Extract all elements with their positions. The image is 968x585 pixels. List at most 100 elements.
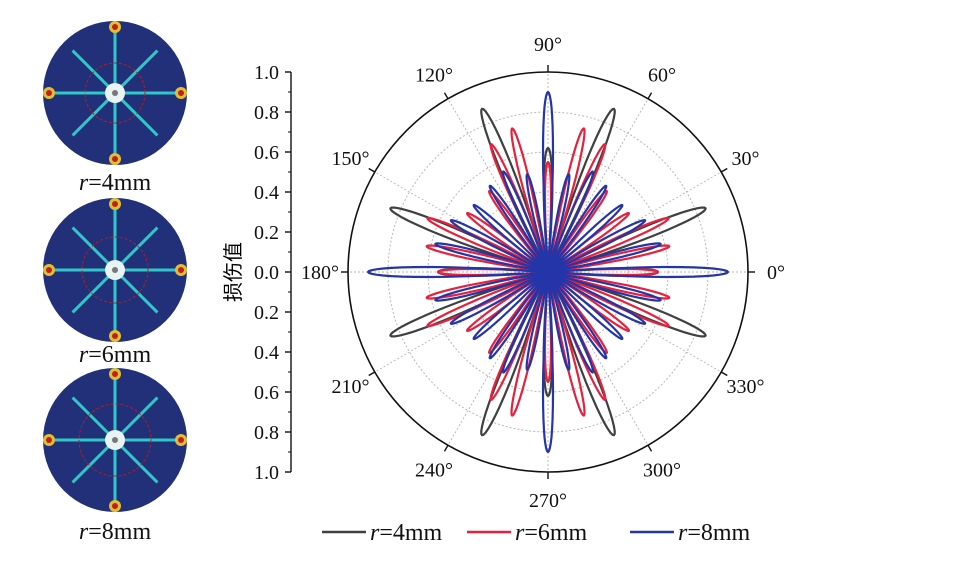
thumb-crack: [71, 226, 117, 272]
petal: [488, 270, 550, 354]
petal: [489, 270, 550, 401]
angle-label: 150°: [332, 148, 370, 170]
petal: [546, 270, 647, 325]
thumb-hotspot-core: [112, 371, 118, 377]
thumb-graphic: [43, 198, 187, 342]
thumb-hotspot-core: [112, 503, 118, 509]
petal: [466, 212, 550, 274]
petal: [546, 270, 630, 332]
petal: [449, 219, 550, 274]
angle-label: 270°: [529, 490, 567, 512]
thumb-hotspot-core: [178, 267, 184, 273]
radial-tick-label: 1.0: [254, 462, 279, 484]
thumb-hotspot-core: [46, 90, 52, 96]
radial-tick-label: 0.6: [254, 142, 279, 164]
legend-label: r=6mm: [515, 520, 588, 546]
thumb-crack: [71, 268, 117, 314]
thumb-hotspot-core: [46, 437, 52, 443]
petal: [546, 270, 707, 338]
angle-label: 210°: [332, 376, 370, 398]
petal: [546, 265, 730, 279]
angle-label: 300°: [643, 459, 681, 481]
petal: [546, 270, 608, 360]
thumb-hotspot-core: [112, 333, 118, 339]
thumb-hole-center: [112, 267, 118, 273]
series-layer: [366, 90, 730, 454]
petal: [546, 170, 595, 274]
petal: [546, 270, 671, 300]
petal: [546, 107, 616, 274]
angle-tick: [368, 371, 376, 377]
caption-r4: r=4mm: [78, 170, 152, 196]
damage-map-r8: [43, 368, 187, 512]
angle-tick: [647, 92, 653, 100]
petal: [425, 270, 550, 300]
radial-tick-label: 1.0: [254, 62, 279, 84]
y-axis-label: 损伤值: [222, 242, 245, 302]
petal: [472, 203, 550, 274]
petal: [546, 270, 608, 354]
thumb-ring: [84, 62, 146, 124]
petal: [466, 270, 550, 332]
petal: [449, 270, 550, 325]
petal: [541, 270, 555, 454]
series-3: [366, 90, 730, 454]
petal: [546, 203, 624, 274]
petal: [480, 107, 550, 274]
petal: [546, 270, 662, 302]
angle-label: 60°: [648, 65, 676, 87]
petal: [434, 270, 550, 302]
angle-label: 180°: [301, 262, 339, 284]
petal: [546, 270, 571, 371]
radial-tick-label: 0.4: [254, 182, 279, 204]
petal: [546, 173, 571, 274]
angle-tick: [647, 444, 653, 452]
angle-label: 90°: [534, 34, 562, 56]
caption-r6: r=6mm: [78, 342, 152, 368]
petal: [546, 242, 662, 274]
thumb-crack: [113, 268, 159, 314]
origin-point: [545, 269, 551, 275]
thumb-crack: [71, 438, 117, 484]
thumb-ring: [81, 236, 149, 304]
petal: [488, 184, 550, 274]
petal: [425, 244, 550, 274]
legend-label: r=8mm: [678, 520, 751, 546]
thumb-graphic: [43, 368, 187, 512]
petal: [546, 270, 607, 401]
petal: [546, 206, 707, 274]
petal: [546, 270, 616, 437]
angle-label: 240°: [415, 459, 453, 481]
caption-r8: r=8mm: [78, 519, 152, 545]
radial-tick-label: 0.8: [254, 102, 279, 124]
petal: [525, 173, 550, 274]
angle-label: 0°: [767, 262, 785, 284]
petal: [389, 206, 550, 274]
angle-label: 30°: [731, 148, 759, 170]
thumb-crack: [113, 226, 159, 272]
thumb-hotspot-core: [112, 24, 118, 30]
petal: [546, 244, 671, 274]
radial-tick-label: 0.0: [254, 262, 279, 284]
thumb-graphic: [43, 21, 187, 165]
angle-tick: [443, 444, 449, 452]
radial-tick-label: 0.8: [254, 422, 279, 444]
petal: [472, 270, 550, 341]
petal: [488, 190, 550, 274]
radial-tick-label: 0.2: [254, 222, 279, 244]
angle-tick: [443, 92, 449, 100]
thumb-crack: [113, 396, 159, 442]
angle-tick: [720, 371, 728, 377]
petal: [501, 170, 550, 274]
petal: [525, 270, 550, 371]
thumb-hole-center: [112, 90, 118, 96]
angle-labels: 0° 30° 60° 90° 120° 150° 180° 210° 240° 270° 300° 3…: [301, 34, 785, 512]
petal: [501, 270, 550, 374]
petal: [546, 212, 630, 274]
petal: [366, 265, 550, 279]
damage-map-r6: [43, 198, 187, 342]
petal: [389, 270, 550, 338]
petal: [546, 143, 607, 274]
